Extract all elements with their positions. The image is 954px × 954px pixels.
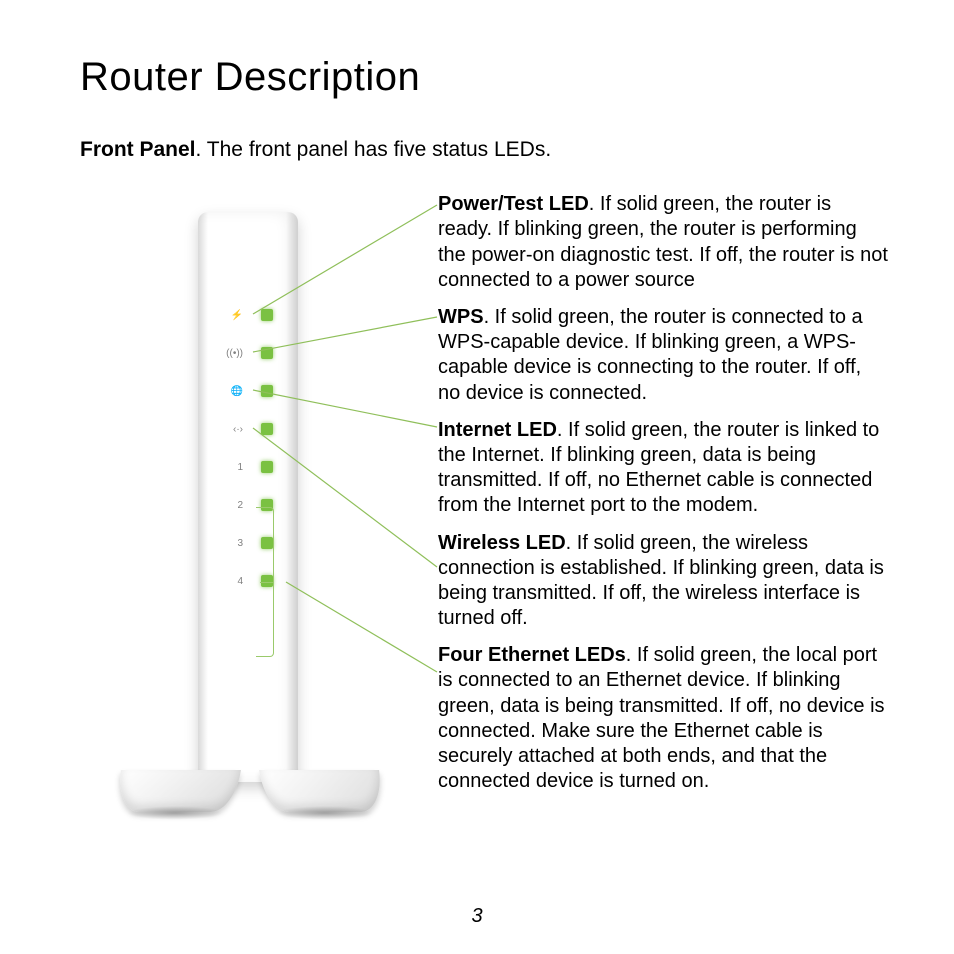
- led-label-2: 🌐: [223, 386, 243, 397]
- description-2: Internet LED. If solid green, the router…: [438, 418, 888, 519]
- description-3: Wireless LED. If solid green, the wirele…: [438, 531, 888, 632]
- led-label-4: 1: [223, 462, 243, 473]
- led-dot-1: [261, 347, 273, 359]
- content-area: ⚡ ((•)) 🌐 ‹·› 1 2 3 4 Power/Test LED . If solid …: [80, 187, 884, 907]
- led-dot-2: [261, 385, 273, 397]
- led-row-4: 1: [223, 448, 273, 486]
- description-bold-4: Four Ethernet LEDs: [438, 644, 626, 666]
- led-label-7: 4: [223, 576, 243, 587]
- led-label-3: ‹·›: [223, 424, 243, 435]
- router-tower: ⚡ ((•)) 🌐 ‹·› 1 2 3 4: [198, 212, 298, 782]
- description-0: Power/Test LED. If solid green, the rout…: [438, 192, 888, 293]
- description-1: WPS. If solid green, the router is conne…: [438, 305, 888, 406]
- led-label-5: 2: [223, 500, 243, 511]
- led-dot-3: [261, 423, 273, 435]
- led-label-1: ((•)): [223, 348, 243, 359]
- led-row-3: ‹·›: [223, 410, 273, 448]
- led-label-6: 3: [223, 538, 243, 549]
- router-foot-left: [115, 770, 241, 812]
- document-page: Router Description Front Panel. The fron…: [0, 0, 954, 947]
- led-row-2: 🌐: [223, 372, 273, 410]
- description-bold-1: WPS: [438, 306, 484, 328]
- router-foot-right: [259, 770, 385, 812]
- intro-text: Front Panel. The front panel has five st…: [80, 136, 884, 163]
- led-label-0: ⚡: [223, 310, 243, 321]
- description-column: Power/Test LED . If solid green, the rout…: [438, 192, 888, 806]
- description-bold-2: Internet LED: [438, 419, 557, 441]
- intro-bold: Front Panel: [80, 138, 196, 161]
- router-illustration: ⚡ ((•)) 🌐 ‹·› 1 2 3 4: [110, 212, 390, 812]
- page-title: Router Description: [80, 55, 884, 100]
- description-4: Four Ethernet LEDs. If solid green, the …: [438, 643, 888, 794]
- page-number: 3: [0, 905, 954, 928]
- led-row-0: ⚡: [223, 296, 273, 334]
- description-text-1: . If solid green, the router is connecte…: [438, 306, 863, 404]
- router-base: [110, 752, 390, 812]
- ethernet-bracket: [256, 507, 274, 657]
- description-text-4: . If solid green, the local port is conn…: [438, 644, 885, 792]
- description-bold-0: Power/Test LED: [438, 193, 589, 215]
- description-bold-3: Wireless LED: [438, 532, 566, 554]
- led-row-1: ((•)): [223, 334, 273, 372]
- led-dot-4: [261, 461, 273, 473]
- intro-rest: . The front panel has five status LEDs.: [196, 138, 552, 161]
- led-dot-0: [261, 309, 273, 321]
